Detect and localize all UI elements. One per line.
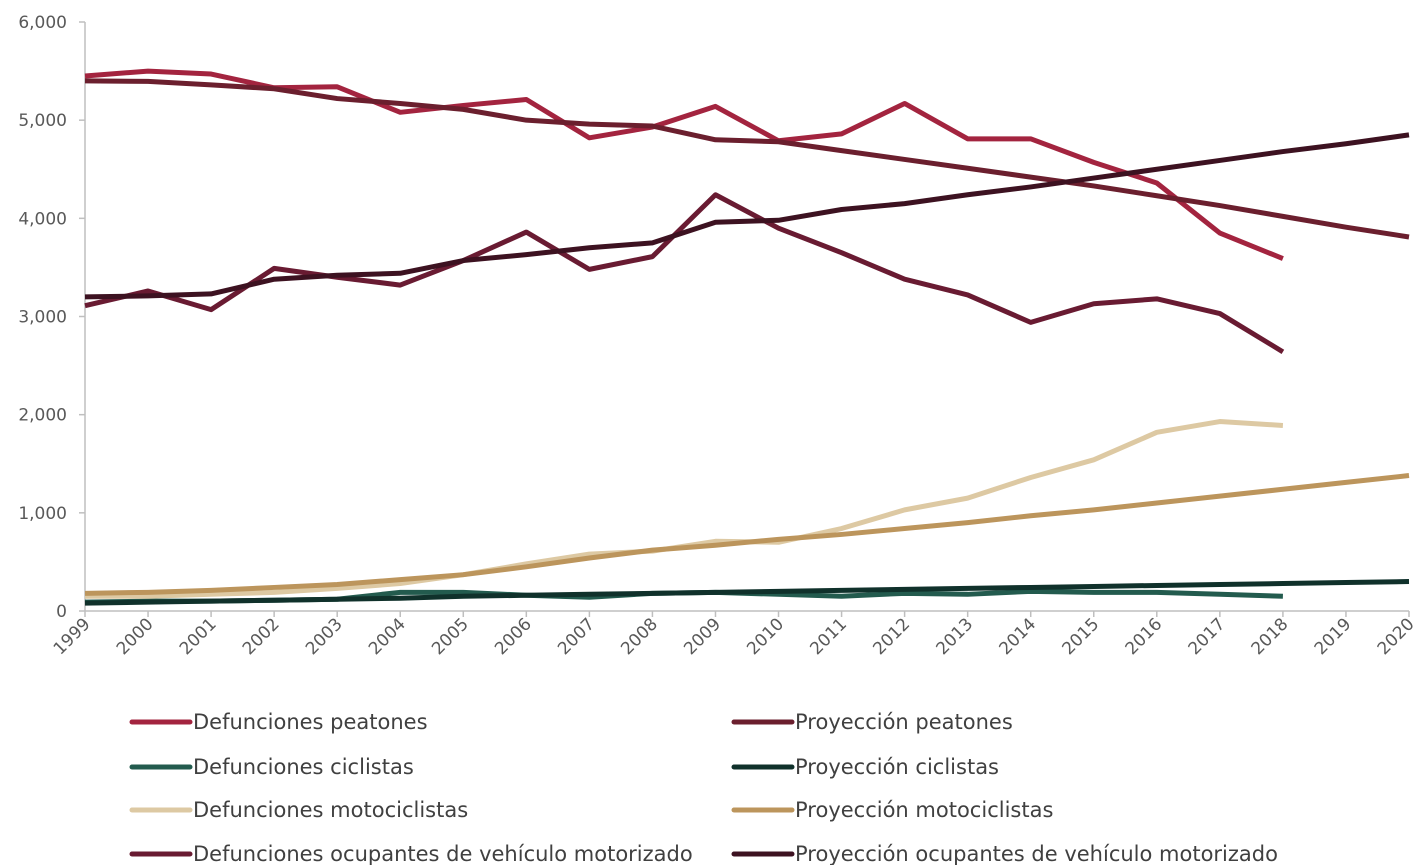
x-tick-label: 2012 xyxy=(869,614,914,659)
series-layer xyxy=(84,68,1410,606)
legend-item-4: Proyección ciclistas xyxy=(731,755,999,779)
y-tick-label: 0 xyxy=(56,602,67,622)
x-tick-label: 2001 xyxy=(176,614,221,659)
x-tick-label: 2011 xyxy=(806,614,851,659)
y-tick-label: 4,000 xyxy=(18,209,67,229)
legend-item-5: Defunciones motociclistas xyxy=(129,798,468,822)
x-tick-label: 2018 xyxy=(1248,614,1293,659)
legend-item-6: Proyección motociclistas xyxy=(731,798,1053,822)
x-tick-label: 2005 xyxy=(428,614,473,659)
legend-item-1: Defunciones peatones xyxy=(129,710,428,734)
legend-label: Proyección ocupantes de vehículo motoriz… xyxy=(795,842,1278,865)
x-tick-label: 2007 xyxy=(554,614,599,659)
legend-label: Proyección peatones xyxy=(795,710,1013,734)
legend-label: Defunciones peatones xyxy=(193,710,428,734)
series-line-8 xyxy=(84,132,1410,300)
y-tick-label: 5,000 xyxy=(18,111,67,131)
series-line-4 xyxy=(84,579,1410,606)
y-tick-label: 2,000 xyxy=(18,406,67,426)
series-line-7 xyxy=(84,192,1285,354)
x-tick-label: 2009 xyxy=(680,614,725,659)
y-tick-label: 6,000 xyxy=(18,13,67,33)
legend-item-7: Defunciones ocupantes de vehículo motori… xyxy=(129,842,693,865)
x-tick-label: 2016 xyxy=(1122,614,1167,659)
series-line-1 xyxy=(84,68,1284,261)
x-tick-label: 2020 xyxy=(1374,614,1413,659)
series-line-2 xyxy=(84,78,1410,240)
x-tick-label: 2017 xyxy=(1185,614,1230,659)
x-tick-label: 2006 xyxy=(491,614,536,659)
legend-label: Defunciones ocupantes de vehículo motori… xyxy=(193,842,693,865)
legend-item-3: Defunciones ciclistas xyxy=(129,755,414,779)
x-tick-label: 2000 xyxy=(113,614,158,659)
legend-label: Proyección ciclistas xyxy=(795,755,999,779)
x-tick-label: 2013 xyxy=(932,614,977,659)
x-tick-label: 2003 xyxy=(302,614,347,659)
legend-item-8: Proyección ocupantes de vehículo motoriz… xyxy=(731,842,1278,865)
x-tick-label: 2004 xyxy=(365,614,410,659)
x-tick-label: 2008 xyxy=(617,614,662,659)
x-tick-label: 2002 xyxy=(239,614,284,659)
y-tick-label: 1,000 xyxy=(18,504,67,524)
legend-label: Defunciones ciclistas xyxy=(193,755,414,779)
x-tick-label: 2014 xyxy=(996,614,1041,659)
legend-label: Proyección motociclistas xyxy=(795,798,1053,822)
y-tick-label: 3,000 xyxy=(18,308,67,328)
legend: Defunciones peatones Proyección peatones D… xyxy=(129,710,1278,865)
legend-label: Defunciones motociclistas xyxy=(193,798,468,822)
x-tick-label: 2015 xyxy=(1059,614,1104,659)
legend-item-2: Proyección peatones xyxy=(731,710,1013,734)
series-line-6 xyxy=(84,473,1410,596)
x-tick-label: 2010 xyxy=(743,614,788,659)
x-tick-label: 2019 xyxy=(1311,614,1356,659)
